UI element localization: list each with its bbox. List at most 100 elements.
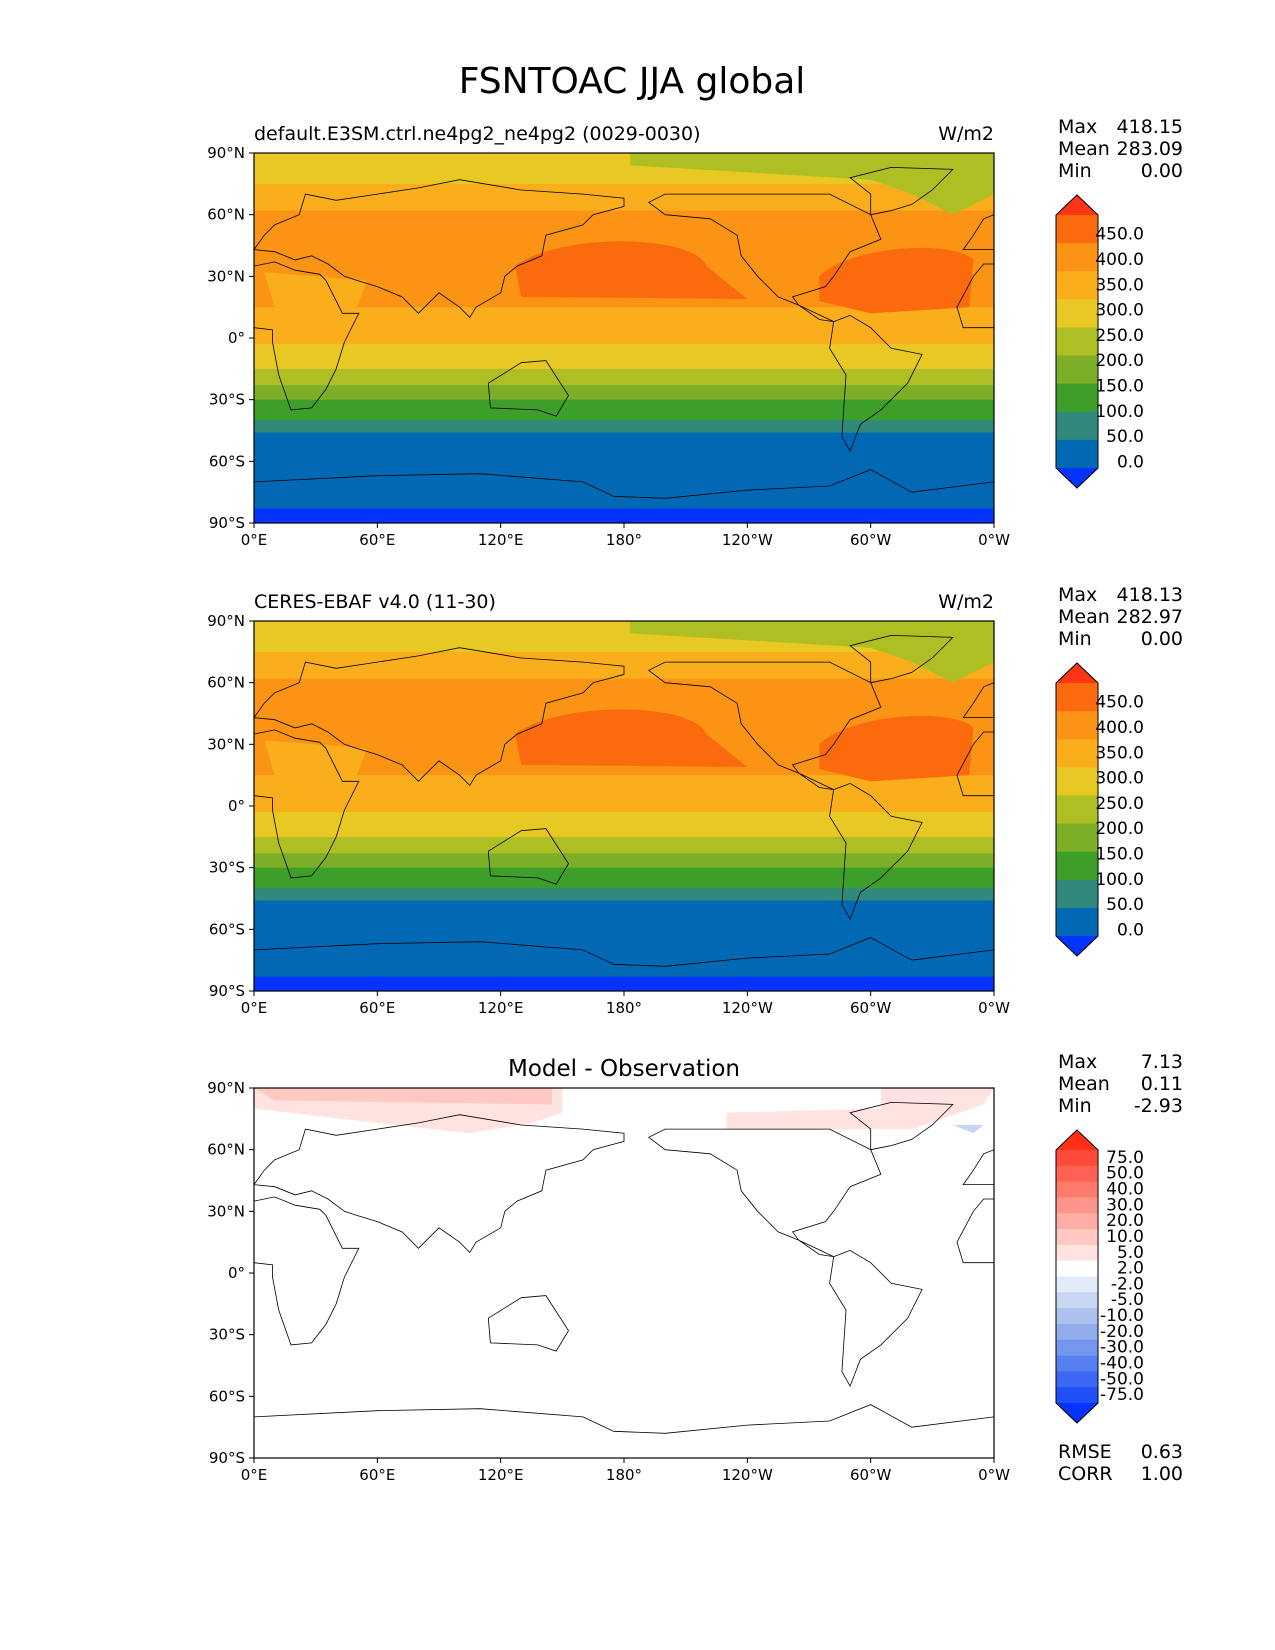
coastline bbox=[849, 1101, 954, 1151]
diff-positive-canada bbox=[726, 1088, 994, 1130]
colorbar-tick-label: 40.0 bbox=[1106, 1180, 1144, 1200]
lon-tick-label: 60°E bbox=[359, 531, 395, 549]
colorbar-segment bbox=[1056, 1276, 1098, 1293]
lon-tick-label: 120°W bbox=[722, 531, 773, 549]
colorbar-segment bbox=[1056, 823, 1098, 853]
coastline bbox=[962, 214, 994, 250]
colorbar-segment bbox=[1056, 1292, 1098, 1309]
lat-tick-label: 30°N bbox=[207, 1202, 245, 1220]
lon-tick-label: 0°E bbox=[241, 999, 268, 1017]
lon-tick-label: 180° bbox=[606, 999, 642, 1017]
colorbar-tick-label: 150.0 bbox=[1095, 844, 1144, 864]
stat-label-min: Min bbox=[1058, 1095, 1092, 1117]
coastline bbox=[254, 937, 994, 991]
field-patch-north-pacific bbox=[515, 709, 748, 767]
colorbar-segment bbox=[1056, 439, 1098, 469]
lat-tick-label: 0° bbox=[228, 1264, 245, 1282]
field-patch-arctic bbox=[630, 621, 994, 683]
colorbar-tick-label: 300.0 bbox=[1095, 769, 1144, 789]
colorbar-tick-label: 50.0 bbox=[1106, 895, 1144, 915]
lat-tick-label: 90°S bbox=[209, 514, 245, 532]
colorbar-segment bbox=[1056, 1213, 1098, 1230]
colorbar-tick-label: -75.0 bbox=[1100, 1385, 1144, 1405]
colorbar-tick-label: 75.0 bbox=[1106, 1148, 1144, 1168]
colorbar-segment bbox=[1056, 879, 1098, 909]
map-panel-1: 90°N 60°N 30°N 0° 30°S 60°S 90°S0°E 60°E 120°E 18… bbox=[207, 144, 1010, 549]
coastline bbox=[956, 1198, 994, 1264]
colorbar-segment bbox=[1056, 1260, 1098, 1278]
lat-tick-label: 30°N bbox=[207, 735, 245, 753]
lon-tick-label: 120°W bbox=[722, 999, 773, 1017]
colorbar-tick-label: 0.0 bbox=[1117, 452, 1144, 472]
lat-tick-label: 60°N bbox=[207, 206, 245, 224]
lat-tick-label: 60°S bbox=[209, 1387, 245, 1405]
lon-tick-label: 60°E bbox=[359, 999, 395, 1017]
map-field bbox=[254, 1088, 994, 1458]
stat-value-corr: 1.00 bbox=[1141, 1463, 1183, 1485]
panel-left-title: CERES-EBAF v4.0 (11-30) bbox=[254, 591, 496, 613]
colorbar-tick-label: -40.0 bbox=[1100, 1353, 1144, 1373]
lat-tick-label: 90°S bbox=[209, 1449, 245, 1467]
stat-label-min: Min bbox=[1058, 160, 1092, 182]
coastline bbox=[254, 647, 625, 787]
lat-tick-label: 30°N bbox=[207, 267, 245, 285]
diff-background bbox=[254, 1088, 994, 1458]
colorbar-tick-label: -50.0 bbox=[1100, 1369, 1144, 1389]
stat-value-max: 418.15 bbox=[1117, 116, 1183, 138]
colorbar-tick-label: -10.0 bbox=[1100, 1306, 1144, 1326]
colorbar-tick-label: 300.0 bbox=[1095, 301, 1144, 321]
colorbar-segment bbox=[1056, 1323, 1098, 1341]
colorbar-tick-label: 0.0 bbox=[1117, 920, 1144, 940]
field-patch-sahara bbox=[264, 272, 368, 308]
panel-units: W/m2 bbox=[938, 123, 994, 145]
lat-tick-label: 60°N bbox=[207, 1141, 245, 1159]
lat-tick-label: 90°N bbox=[207, 612, 245, 630]
colorbar-extend-min bbox=[1056, 468, 1098, 488]
coastline bbox=[849, 166, 954, 216]
colorbar-tick-label: 20.0 bbox=[1106, 1211, 1144, 1231]
colorbar-segment bbox=[1056, 355, 1098, 385]
field-band bbox=[254, 867, 994, 889]
colorbar-segment bbox=[1056, 327, 1098, 357]
stat-value-rmse: 0.63 bbox=[1141, 1441, 1183, 1463]
colorbar-segment bbox=[1056, 1355, 1098, 1372]
coastline bbox=[647, 661, 882, 790]
colorbar-3: 75.050.040.030.020.010.05.02.0-2.0-5.0-1… bbox=[1055, 1129, 1144, 1424]
lat-tick-label: 30°S bbox=[209, 1326, 245, 1344]
field-band bbox=[254, 976, 994, 991]
panel-center-title: Model - Observation bbox=[508, 1056, 740, 1082]
map-field bbox=[254, 153, 994, 523]
colorbar-tick-label: 250.0 bbox=[1095, 794, 1144, 814]
colorbar-tick-label: 2.0 bbox=[1117, 1259, 1144, 1279]
diff-positive-arctic bbox=[254, 1088, 553, 1105]
colorbar-segment bbox=[1056, 1229, 1098, 1246]
field-band bbox=[254, 775, 994, 813]
colorbar-extend-max bbox=[1056, 1130, 1098, 1150]
coastline bbox=[956, 731, 994, 797]
coastline bbox=[849, 634, 954, 684]
field-patch-north-atlantic bbox=[819, 247, 974, 314]
field-band bbox=[254, 399, 994, 421]
colorbar-extend-max bbox=[1056, 663, 1098, 683]
lat-tick-label: 60°S bbox=[209, 452, 245, 470]
stat-value-min: 0.00 bbox=[1141, 160, 1183, 182]
coastline bbox=[254, 469, 994, 523]
lat-tick-label: 60°N bbox=[207, 674, 245, 692]
lon-tick-label: 120°E bbox=[478, 531, 524, 549]
colorbar-1: 450.0 400.0 350.0 300.0 250.0 200.0 150.0 100.0… bbox=[1055, 194, 1144, 489]
coastline bbox=[829, 782, 923, 921]
colorbar-segment bbox=[1056, 907, 1098, 937]
colorbar-tick-label: 100.0 bbox=[1095, 402, 1144, 422]
colorbar-tick-label: 150.0 bbox=[1095, 376, 1144, 396]
panel-left-title: default.E3SM.ctrl.ne4pg2_ne4pg2 (0029-00… bbox=[254, 123, 701, 145]
field-band bbox=[254, 921, 994, 978]
diff-negative-patch bbox=[952, 1125, 984, 1134]
colorbar-tick-label: -30.0 bbox=[1100, 1338, 1144, 1358]
figure-title: FSNTOAC JJA global bbox=[459, 61, 806, 102]
colorbar-segment bbox=[1056, 795, 1098, 825]
field-patch-north-pacific bbox=[515, 241, 748, 299]
stat-value-mean: 282.97 bbox=[1117, 606, 1183, 628]
stat-value-mean: 0.11 bbox=[1141, 1073, 1183, 1095]
lon-tick-label: 0°W bbox=[978, 531, 1010, 549]
coastline bbox=[956, 263, 994, 329]
